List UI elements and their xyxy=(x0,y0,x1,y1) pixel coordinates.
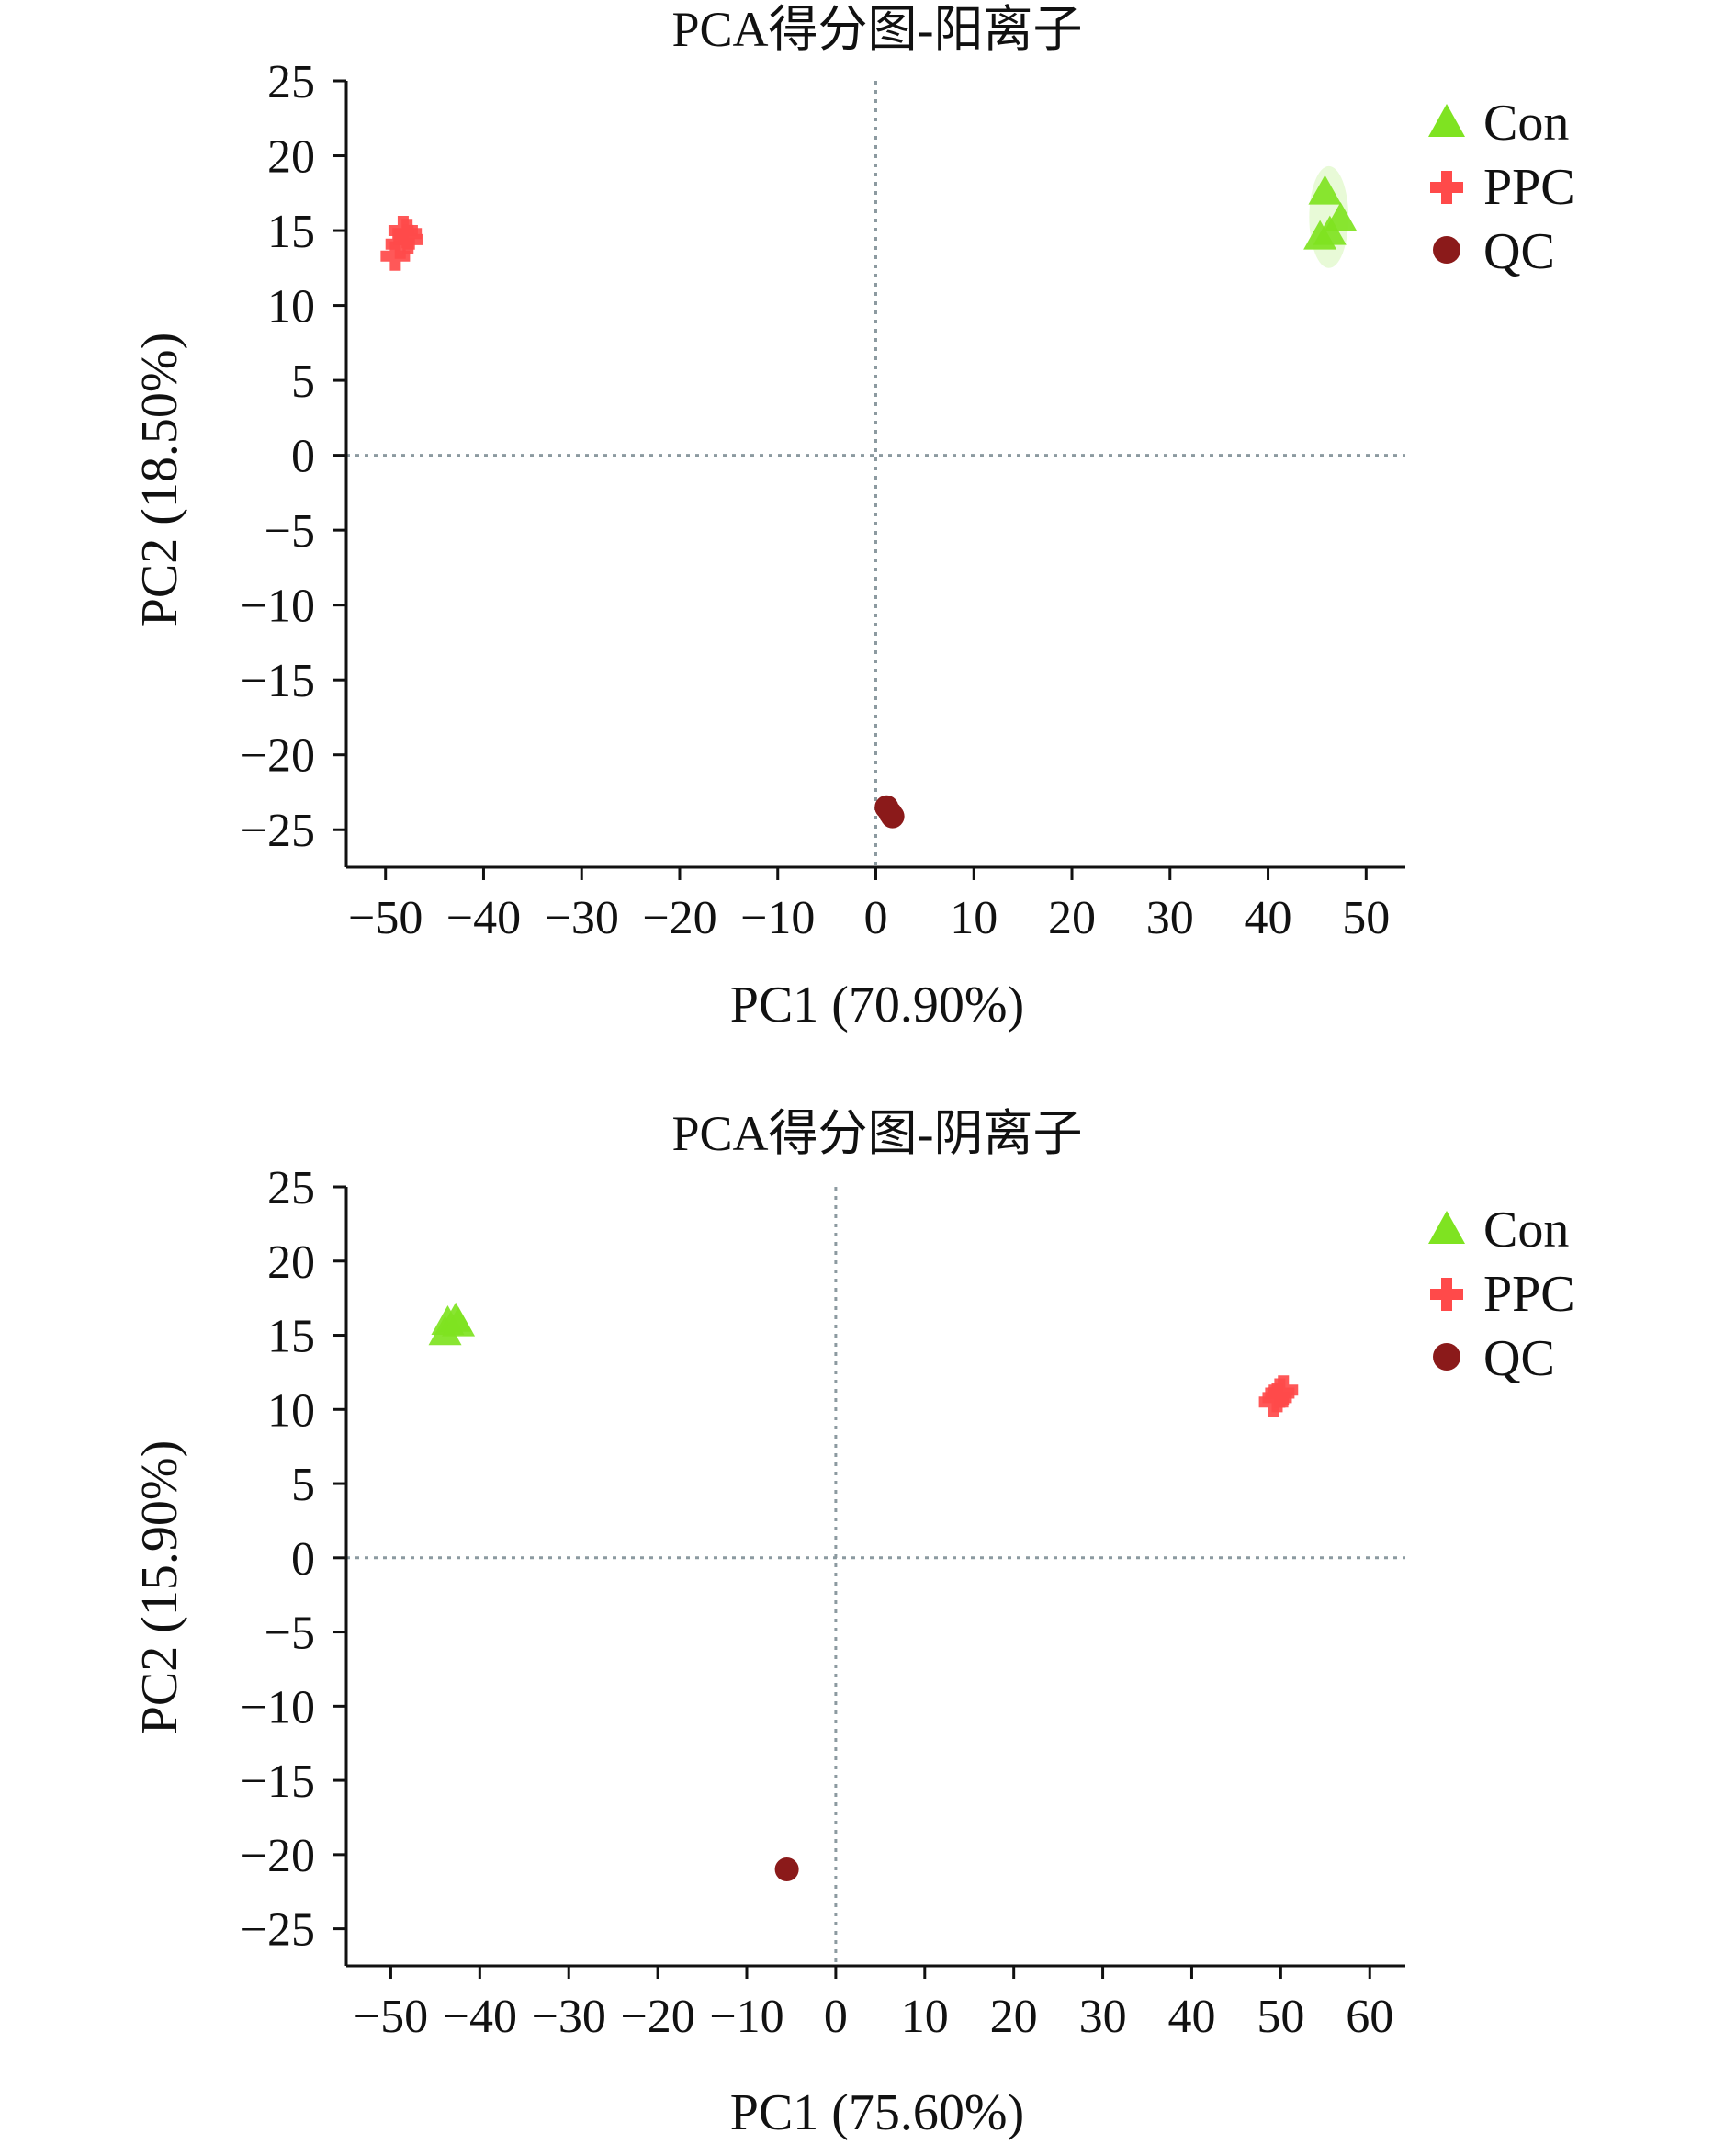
data-point-qc xyxy=(774,1857,799,1882)
x-tick-label: 50 xyxy=(1257,1991,1304,2043)
legend-marker-ppc xyxy=(1430,1278,1463,1311)
x-tick-label: 10 xyxy=(901,1991,949,2043)
y-tick-label: −10 xyxy=(241,581,315,633)
chart-title: PCA得分图-阴离子 xyxy=(671,1106,1082,1161)
legend-marker-con xyxy=(1428,104,1465,137)
y-tick-label: 15 xyxy=(267,1311,315,1363)
data-point-con xyxy=(1308,175,1342,205)
legend-marker-ppc xyxy=(1430,171,1463,204)
x-tick-label: 50 xyxy=(1342,892,1390,944)
y-tick-label: 25 xyxy=(267,56,315,108)
y-tick-label: −25 xyxy=(241,1904,315,1957)
y-tick-label: 15 xyxy=(267,206,315,258)
x-tick-label: 20 xyxy=(990,1991,1038,2043)
y-tick-label: −20 xyxy=(241,1830,315,1882)
y-tick-label: 20 xyxy=(267,131,315,184)
legend-label-qc: QC xyxy=(1483,223,1555,280)
chart-title: PCA得分图-阳离子 xyxy=(671,2,1082,57)
data-point-ppc xyxy=(1262,1383,1292,1413)
legend: Con PPC QC xyxy=(1428,1202,1575,1387)
chart-anion: PCA得分图-阴离子 −50 −40 −30 −20 −10 0 10 20 30 40 50 602… xyxy=(131,1106,1575,2141)
y-axis-label: PC2 (18.50%) xyxy=(131,333,188,626)
y-tick-label: −20 xyxy=(241,730,315,783)
data-point-con xyxy=(442,1306,476,1337)
data-point-ppc xyxy=(380,241,411,271)
legend-label-ppc: PPC xyxy=(1483,1266,1575,1323)
y-tick-label: 5 xyxy=(291,356,315,408)
legend-marker-qc xyxy=(1433,236,1460,264)
y-tick-label: 25 xyxy=(267,1162,315,1214)
y-tick-label: −10 xyxy=(241,1681,315,1733)
data-point-con xyxy=(428,1315,462,1346)
x-axis-label: PC1 (70.90%) xyxy=(730,976,1024,1033)
chart-cation: PCA得分图-阳离子 −50 −40 −30 −20 −10 0 10 20 30 40 50252… xyxy=(131,2,1575,1033)
x-tick-label: −40 xyxy=(446,892,521,944)
y-tick-label: 0 xyxy=(291,1533,315,1586)
x-tick-label: −40 xyxy=(443,1991,517,2043)
x-tick-label: −50 xyxy=(354,1991,428,2043)
data-point-qc xyxy=(880,804,905,829)
x-tick-label: 0 xyxy=(824,1991,848,2043)
legend-marker-qc xyxy=(1433,1343,1460,1371)
x-tick-label: 20 xyxy=(1048,892,1096,944)
y-tick-label: −5 xyxy=(265,505,315,558)
y-axis-label: PC2 (15.90%) xyxy=(131,1440,188,1734)
y-tick-label: −25 xyxy=(241,805,315,857)
y-tick-label: 5 xyxy=(291,1459,315,1511)
x-tick-label: −10 xyxy=(709,1991,783,2043)
y-tick-label: −15 xyxy=(241,1755,315,1808)
legend-label-qc: QC xyxy=(1483,1330,1555,1387)
x-tick-label: −10 xyxy=(740,892,815,944)
x-tick-label: −20 xyxy=(642,892,716,944)
y-tick-label: 10 xyxy=(267,1384,315,1437)
y-tick-label: 20 xyxy=(267,1236,315,1289)
x-tick-label: 30 xyxy=(1146,892,1194,944)
x-tick-label: 40 xyxy=(1167,1991,1215,2043)
data-point-ppc xyxy=(392,219,423,249)
x-tick-label: −30 xyxy=(532,1991,606,2043)
legend-label-con: Con xyxy=(1483,95,1569,152)
y-tick-label: −5 xyxy=(265,1608,315,1660)
x-axis-label: PC1 (75.60%) xyxy=(730,2084,1024,2141)
x-tick-label: −30 xyxy=(545,892,619,944)
legend: Con PPC QC xyxy=(1428,95,1575,280)
plot-area: −50 −40 −30 −20 −10 0 10 20 30 40 50 602520151050−5… xyxy=(241,1162,1405,2043)
legend-label-con: Con xyxy=(1483,1202,1569,1259)
x-tick-label: 0 xyxy=(864,892,888,944)
y-tick-label: −15 xyxy=(241,655,315,707)
x-tick-label: −20 xyxy=(620,1991,694,2043)
x-tick-label: 40 xyxy=(1245,892,1292,944)
x-tick-label: 60 xyxy=(1346,1991,1393,2043)
y-tick-label: 10 xyxy=(267,281,315,333)
x-tick-label: 30 xyxy=(1079,1991,1127,2043)
x-tick-label: −50 xyxy=(348,892,423,944)
data-point-con xyxy=(1313,215,1347,245)
legend-label-ppc: PPC xyxy=(1483,159,1575,216)
legend-marker-con xyxy=(1428,1211,1465,1244)
x-tick-label: 10 xyxy=(950,892,998,944)
plot-area: −50 −40 −30 −20 −10 0 10 20 30 40 502520151050−5−1… xyxy=(241,56,1405,944)
y-tick-label: 0 xyxy=(291,431,315,483)
data-point-ppc xyxy=(1268,1375,1299,1405)
